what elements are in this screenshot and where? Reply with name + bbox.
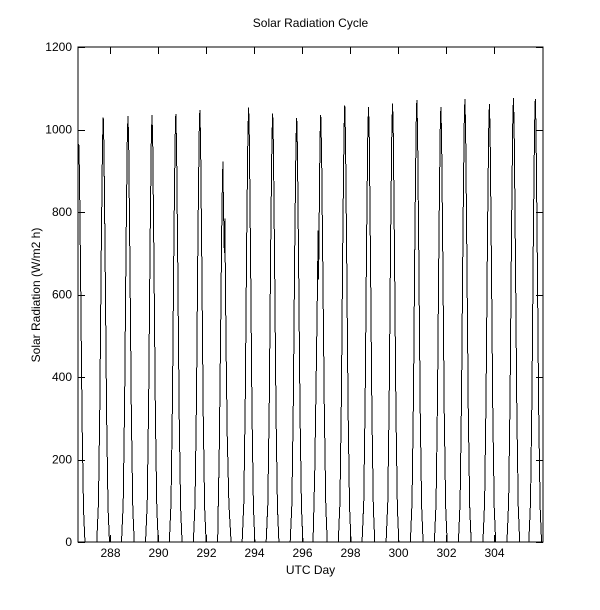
x-tick-label: 296 xyxy=(292,546,312,560)
radiation-line xyxy=(78,98,543,542)
x-tick-label: 304 xyxy=(484,546,504,560)
x-tick-label: 302 xyxy=(436,546,456,560)
x-tick-label: 288 xyxy=(100,546,120,560)
y-tick-label: 0 xyxy=(65,535,72,549)
y-tick-label: 1200 xyxy=(45,40,72,54)
y-axis-label: Solar Radiation (W/m2 h) xyxy=(29,227,43,363)
x-tick-label: 300 xyxy=(388,546,408,560)
y-tick-label: 400 xyxy=(52,370,72,384)
y-tick-label: 800 xyxy=(52,205,72,219)
x-axis-label: UTC Day xyxy=(285,563,336,577)
y-tick-label: 600 xyxy=(52,288,72,302)
y-tick-label: 1000 xyxy=(45,123,72,137)
x-tick-label: 292 xyxy=(196,546,216,560)
x-tick-label: 298 xyxy=(340,546,360,560)
y-tick-label: 200 xyxy=(52,453,72,467)
x-tick-label: 290 xyxy=(148,546,168,560)
x-tick-label: 294 xyxy=(244,546,264,560)
chart-title: Solar Radiation Cycle xyxy=(252,16,369,30)
